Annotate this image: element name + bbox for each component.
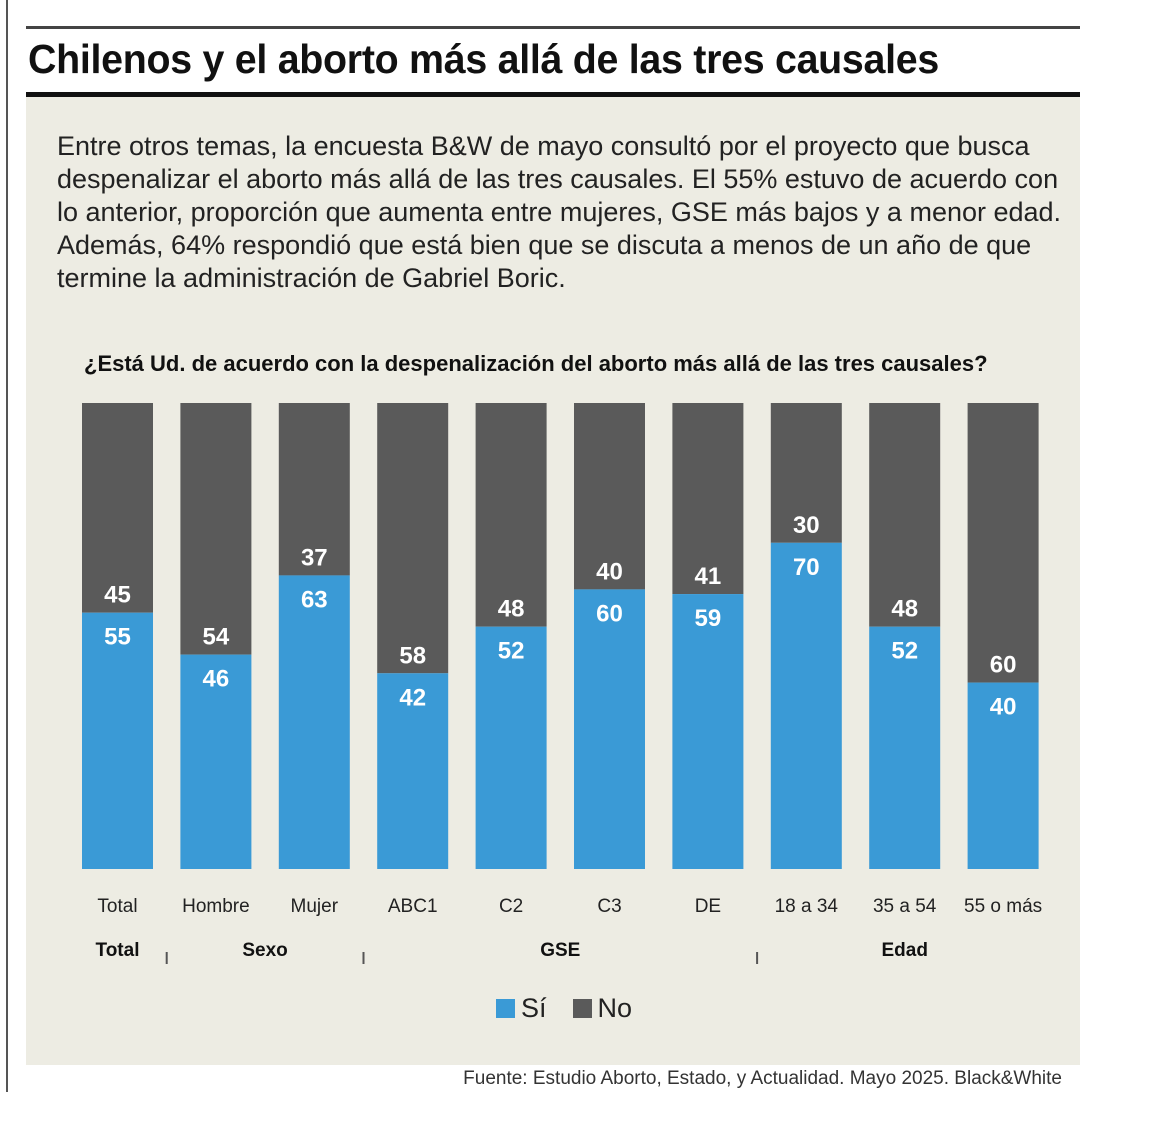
label-si-6: 59 (695, 605, 722, 632)
legend-item-si: Sí (496, 993, 547, 1024)
bar-si-5 (574, 589, 645, 869)
top-border-rule (26, 26, 1080, 29)
bar-si-3 (377, 673, 449, 869)
label-no-7: 30 (793, 512, 820, 539)
label-si-2: 63 (301, 586, 328, 613)
bar-no-5 (574, 403, 645, 590)
chart-question: ¿Está Ud. de acuerdo con la despenalizac… (84, 351, 988, 376)
label-no-0: 45 (104, 582, 131, 609)
group-separator-2 (756, 952, 759, 964)
bar-si-7 (770, 542, 842, 869)
label-si-7: 70 (793, 554, 820, 581)
label-no-1: 54 (203, 624, 230, 651)
bar-no-4 (475, 403, 547, 627)
legend-swatch-no (572, 999, 592, 1018)
legend-label-si: Sí (521, 993, 547, 1023)
label-no-9: 60 (990, 652, 1017, 679)
label-si-9: 40 (990, 694, 1017, 721)
bar-no-7 (770, 403, 842, 543)
bar-no-8 (869, 403, 941, 627)
label-si-3: 42 (399, 684, 426, 711)
bar-si-4 (475, 626, 547, 869)
bar-si-9 (967, 682, 1039, 869)
intro-paragraph: Entre otros temas, la encuesta B&W de ma… (57, 131, 1062, 293)
label-no-4: 48 (498, 596, 525, 623)
label-si-4: 52 (498, 638, 525, 665)
label-no-8: 48 (891, 596, 918, 623)
stacked-bar-chart: 45 55 Total 54 46 Hombre 37 63 Mujer 58 42 ABC1 48 52… (82, 403, 1042, 964)
bar-no-9 (967, 403, 1039, 683)
bar-no-3 (377, 403, 449, 674)
label-no-2: 37 (301, 544, 328, 571)
category-label-8: 35 a 54 (873, 896, 937, 917)
label-no-6: 41 (695, 563, 722, 590)
bar-si-2 (278, 575, 350, 869)
bar-si-1 (180, 654, 252, 869)
label-si-5: 60 (596, 600, 623, 627)
legend-label-no: No (597, 993, 633, 1023)
group-label-total: Total (96, 940, 140, 961)
label-si-0: 55 (104, 624, 131, 651)
category-label-7: 18 a 34 (775, 896, 839, 917)
category-label-9: 55 o más (964, 896, 1042, 917)
bar-no-1 (180, 403, 252, 655)
label-si-1: 46 (203, 666, 230, 693)
group-separator-0 (165, 952, 168, 964)
legend-swatch-si (496, 999, 515, 1018)
left-border-rule (6, 0, 8, 1092)
bar-si-0 (82, 612, 153, 869)
chart-panel: Entre otros temas, la encuesta B&W de ma… (26, 92, 1080, 1065)
bar-no-0 (82, 403, 153, 613)
group-label-edad: Edad (881, 940, 927, 961)
bar-si-6 (672, 594, 744, 869)
group-label-gse: GSE (540, 940, 580, 961)
category-label-0: Total (97, 896, 137, 917)
group-separator-1 (362, 952, 365, 964)
category-label-3: ABC1 (388, 896, 438, 917)
page-title: Chilenos y el aborto más allá de las tre… (28, 36, 939, 82)
category-label-5: C3 (597, 896, 621, 917)
category-label-4: C2 (499, 896, 523, 917)
category-label-1: Hombre (182, 896, 250, 917)
category-label-2: Mujer (291, 896, 339, 917)
bar-si-8 (869, 626, 941, 869)
source-note: Fuente: Estudio Aborto, Estado, y Actual… (463, 1068, 1062, 1089)
bar-no-2 (278, 403, 350, 576)
label-si-8: 52 (891, 638, 918, 665)
label-no-5: 40 (596, 558, 623, 585)
chart-legend: Sí No (496, 993, 658, 1024)
legend-item-no: No (572, 993, 633, 1024)
label-no-3: 58 (399, 642, 426, 669)
category-label-6: DE (695, 896, 721, 917)
bar-no-6 (672, 403, 744, 595)
group-label-sexo: Sexo (242, 940, 287, 961)
